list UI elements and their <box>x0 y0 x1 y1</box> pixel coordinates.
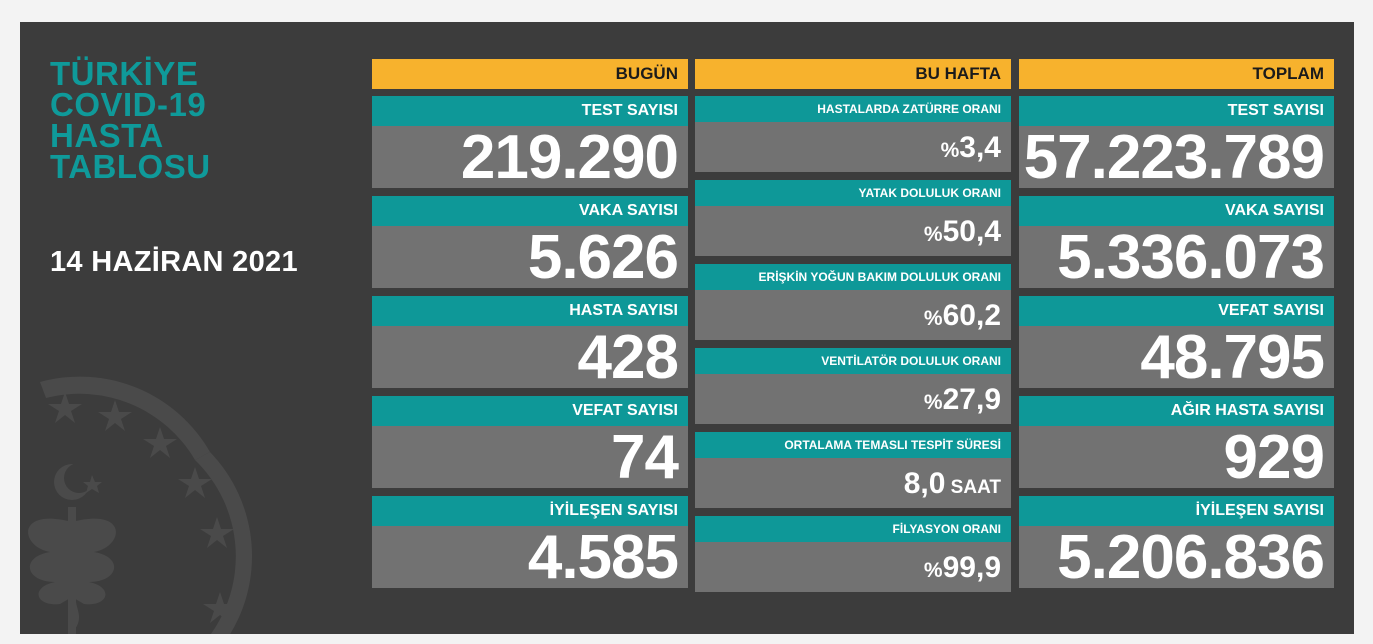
stat-card: İYİLEŞEN SAYISI 5.206.836 <box>1019 496 1334 590</box>
stat-card: AĞIR HASTA SAYISI 929 <box>1019 396 1334 490</box>
stat-card: TEST SAYISI 219.290 <box>372 96 688 190</box>
rate-card: VENTİLATÖR DOLULUK ORANI %27,9 <box>695 348 1011 424</box>
stat-label: VEFAT SAYISI <box>372 396 688 426</box>
rate-prefix: % <box>923 559 943 582</box>
rate-card: FİLYASYON ORANI %99,9 <box>695 516 1011 592</box>
ministry-of-health-emblem-icon <box>28 376 252 634</box>
title-line: HASTA <box>50 117 164 154</box>
stat-value: 74 <box>372 426 688 490</box>
stat-label: VAKA SAYISI <box>1019 196 1334 226</box>
stat-value: 5.206.836 <box>1019 526 1334 590</box>
title-line: COVID-19 <box>50 86 207 123</box>
rate-card: ORTALAMA TEMASLI TESPİT SÜRESİ 8,0 SAAT <box>695 432 1011 508</box>
today-header: BUGÜN <box>372 59 688 89</box>
rate-label: FİLYASYON ORANI <box>695 516 1011 542</box>
week-column: BU HAFTA HASTALARDA ZATÜRRE ORANI %3,4 Y… <box>695 59 1011 600</box>
report-date: 14 HAZİRAN 2021 <box>50 246 298 278</box>
rate-number: 8,0 <box>903 467 946 500</box>
stat-label: İYİLEŞEN SAYISI <box>1019 496 1334 526</box>
stat-label: HASTA SAYISI <box>372 296 688 326</box>
rate-value: %60,2 <box>695 290 1011 340</box>
stat-label: AĞIR HASTA SAYISI <box>1019 396 1334 426</box>
covid-table-board: TÜRKİYE COVID-19 HASTA TABLOSU 14 HAZİRA… <box>20 22 1354 634</box>
rate-prefix: % <box>923 223 943 246</box>
rate-prefix: % <box>923 391 943 414</box>
stat-value: 5.626 <box>372 226 688 290</box>
stat-card: VEFAT SAYISI 48.795 <box>1019 296 1334 390</box>
title-line: TÜRKİYE <box>50 55 199 92</box>
stat-value: 929 <box>1019 426 1334 490</box>
title-line: TABLOSU <box>50 148 211 185</box>
page-title: TÜRKİYE COVID-19 HASTA TABLOSU <box>50 55 211 185</box>
rate-label: HASTALARDA ZATÜRRE ORANI <box>695 96 1011 122</box>
stat-value: 5.336.073 <box>1019 226 1334 290</box>
stat-value: 219.290 <box>372 126 688 190</box>
rate-label: ERİŞKİN YOĞUN BAKIM DOLULUK ORANI <box>695 264 1011 290</box>
today-column: BUGÜN TEST SAYISI 219.290 VAKA SAYISI 5.… <box>372 59 688 596</box>
rate-value: %50,4 <box>695 206 1011 256</box>
rate-number: 3,4 <box>959 131 1001 164</box>
rate-number: 27,9 <box>942 383 1001 416</box>
rate-label: YATAK DOLULUK ORANI <box>695 180 1011 206</box>
stat-value: 4.585 <box>372 526 688 590</box>
rate-label: ORTALAMA TEMASLI TESPİT SÜRESİ <box>695 432 1011 458</box>
stat-value: 57.223.789 <box>1019 126 1334 190</box>
stat-label: VEFAT SAYISI <box>1019 296 1334 326</box>
rate-prefix: % <box>923 307 943 330</box>
total-column: TOPLAM TEST SAYISI 57.223.789 VAKA SAYIS… <box>1019 59 1334 596</box>
stat-value: 428 <box>372 326 688 390</box>
total-header: TOPLAM <box>1019 59 1334 89</box>
rate-prefix: % <box>940 139 960 162</box>
rate-value: 8,0 SAAT <box>695 458 1011 508</box>
rate-value: %99,9 <box>695 542 1011 592</box>
stat-card: İYİLEŞEN SAYISI 4.585 <box>372 496 688 590</box>
stat-card: VAKA SAYISI 5.626 <box>372 196 688 290</box>
stat-card: VAKA SAYISI 5.336.073 <box>1019 196 1334 290</box>
rate-number: 50,4 <box>942 215 1001 248</box>
stat-label: VAKA SAYISI <box>372 196 688 226</box>
rate-card: HASTALARDA ZATÜRRE ORANI %3,4 <box>695 96 1011 172</box>
rate-card: ERİŞKİN YOĞUN BAKIM DOLULUK ORANI %60,2 <box>695 264 1011 340</box>
rate-number: 60,2 <box>942 299 1001 332</box>
stat-card: TEST SAYISI 57.223.789 <box>1019 96 1334 190</box>
stat-label: TEST SAYISI <box>1019 96 1334 126</box>
stat-value: 48.795 <box>1019 326 1334 390</box>
stat-label: TEST SAYISI <box>372 96 688 126</box>
rate-label: VENTİLATÖR DOLULUK ORANI <box>695 348 1011 374</box>
stat-card: HASTA SAYISI 428 <box>372 296 688 390</box>
rate-value: %27,9 <box>695 374 1011 424</box>
week-header: BU HAFTA <box>695 59 1011 89</box>
rate-value: %3,4 <box>695 122 1011 172</box>
rate-card: YATAK DOLULUK ORANI %50,4 <box>695 180 1011 256</box>
rate-number: 99,9 <box>942 551 1001 584</box>
stat-label: İYİLEŞEN SAYISI <box>372 496 688 526</box>
rate-unit: SAAT <box>945 477 1001 498</box>
stat-card: VEFAT SAYISI 74 <box>372 396 688 490</box>
